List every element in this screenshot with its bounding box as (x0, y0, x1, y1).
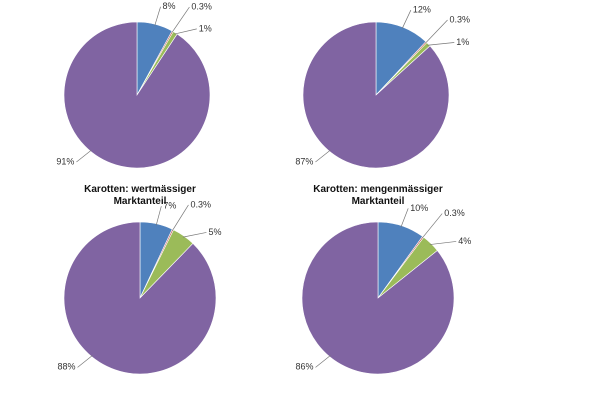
leader-line (429, 241, 457, 245)
leader-line (400, 208, 409, 228)
pie-slice (302, 21, 450, 169)
pie-slice (63, 21, 211, 169)
data-label: 0.3% (190, 199, 211, 209)
leader-line (77, 355, 93, 368)
leader-line (182, 232, 207, 238)
data-label: 91% (56, 156, 74, 166)
data-label: 0.3% (444, 208, 465, 218)
leader-line (401, 9, 412, 29)
leader-line (315, 149, 331, 163)
data-label: 8% (163, 1, 176, 11)
data-label: 7% (163, 201, 176, 211)
chart-title: Karotten: mengenmässiger Marktanteil (313, 184, 443, 207)
leader-line (171, 204, 189, 232)
chart-title: Karotten: wertmässiger Marktanteil (84, 184, 196, 207)
leader-line (421, 213, 443, 239)
leader-line (174, 28, 197, 35)
pie-slice (301, 221, 455, 375)
leader-line (425, 19, 448, 44)
leader-line (171, 6, 190, 33)
leader-line (427, 42, 455, 46)
data-label: 0.3% (191, 1, 212, 11)
data-label: 86% (296, 362, 314, 372)
data-label: 4% (458, 236, 471, 246)
data-label: 0.3% (450, 14, 471, 24)
data-label: 1% (199, 23, 212, 33)
data-label: 5% (208, 227, 221, 237)
data-label: 1% (456, 37, 469, 47)
data-label: 12% (413, 4, 431, 14)
data-label: 88% (58, 362, 76, 372)
data-label: 10% (410, 203, 428, 213)
leader-line (155, 206, 162, 226)
leader-line (76, 149, 92, 163)
pie-slice (63, 221, 217, 375)
leader-line (154, 6, 161, 26)
leader-line (315, 355, 331, 368)
data-label: 87% (295, 156, 313, 166)
